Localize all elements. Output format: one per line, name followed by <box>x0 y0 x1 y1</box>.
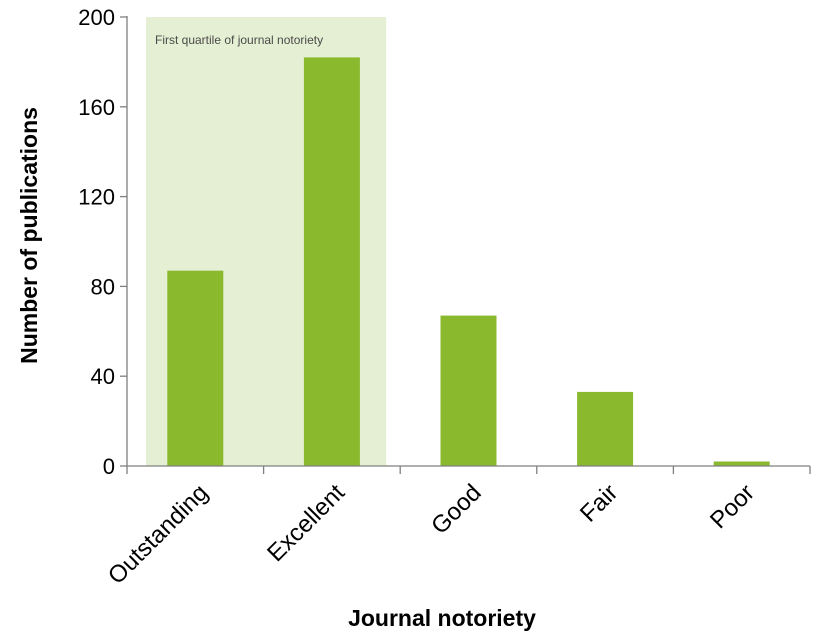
x-axis-title: Journal notoriety <box>348 605 536 631</box>
bar-good <box>440 315 497 466</box>
bar-excellent <box>303 57 360 466</box>
y-tick-label: 80 <box>91 274 115 299</box>
bar-poor <box>713 461 770 466</box>
x-tick-label: Good <box>426 479 487 540</box>
x-ticks-group: Outstanding Excellent Good Fair Poor <box>103 466 811 590</box>
y-ticks-group: 0 40 80 120 160 200 <box>78 5 127 479</box>
x-tick-label: Poor <box>705 479 760 534</box>
x-tick-label: Outstanding <box>103 479 214 590</box>
bar-outstanding <box>167 270 224 466</box>
y-tick-label: 200 <box>78 5 115 30</box>
y-tick-label: 40 <box>91 364 115 389</box>
y-tick-label: 120 <box>78 185 115 210</box>
y-tick-label: 160 <box>78 95 115 120</box>
highlight-band-label: First quartile of journal notoriety <box>155 33 323 47</box>
y-tick-label: 0 <box>103 454 115 479</box>
bars-group <box>167 57 770 466</box>
y-axis-title: Number of publications <box>16 107 42 364</box>
x-tick-label: Fair <box>575 479 623 527</box>
bar-fair <box>577 391 634 466</box>
x-tick-label: Excellent <box>262 479 350 567</box>
